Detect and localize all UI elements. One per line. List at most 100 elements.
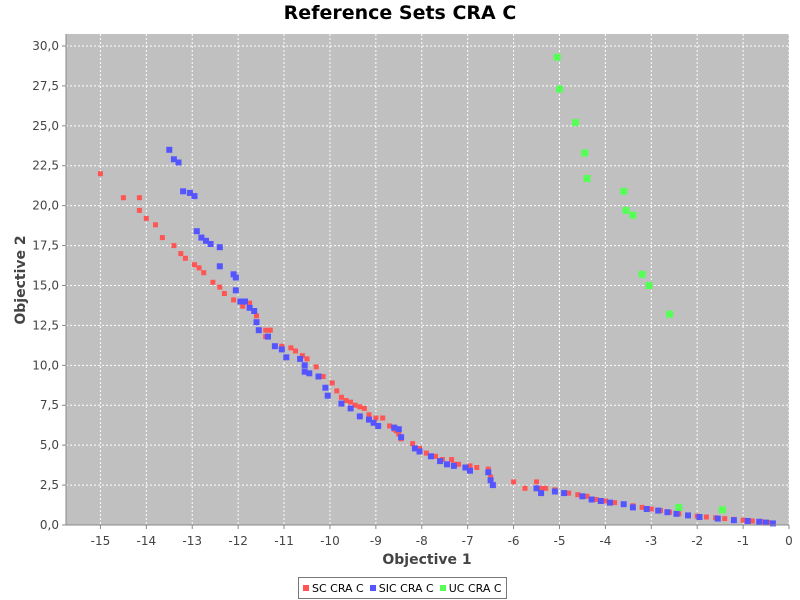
data-point — [299, 353, 305, 359]
data-point — [182, 255, 188, 261]
data-point — [629, 211, 637, 219]
data-point — [196, 265, 202, 271]
x-tick-label: -14 — [137, 534, 157, 548]
data-point — [488, 474, 494, 480]
legend-label: SC CRA C — [312, 581, 364, 595]
x-tick-label: -3 — [645, 534, 657, 548]
x-tick-label: -2 — [691, 534, 703, 548]
data-point — [320, 374, 326, 379]
data-point — [417, 445, 422, 451]
legend-swatch — [369, 585, 376, 591]
data-point — [191, 193, 198, 200]
data-point — [602, 498, 608, 504]
data-point — [255, 327, 262, 334]
data-point — [566, 490, 572, 496]
data-point — [343, 398, 349, 403]
data-point — [744, 518, 751, 524]
data-point — [696, 514, 703, 520]
data-point — [718, 506, 726, 514]
data-point — [278, 346, 285, 353]
data-point — [648, 506, 654, 512]
data-point — [538, 490, 545, 497]
data-point — [511, 479, 517, 485]
series-layer — [97, 53, 776, 527]
legend-swatch — [439, 585, 446, 591]
x-axis-ticks: -15 -14 -13 -12 -11 -10 -9 -8 -7 -6 -5 -4 -3 -2 -1 0 — [91, 525, 793, 548]
data-point — [203, 237, 209, 244]
data-point — [391, 424, 398, 431]
series-uc-cra-c — [553, 53, 726, 514]
data-point — [553, 53, 561, 61]
data-point — [423, 450, 429, 456]
x-tick-label: -11 — [274, 534, 294, 548]
data-point — [583, 175, 591, 182]
data-point — [588, 496, 595, 503]
data-point — [655, 507, 662, 514]
data-point — [489, 482, 496, 489]
y-tick-label: 15,0 — [32, 278, 59, 292]
y-tick-label: 2,5 — [40, 478, 59, 492]
data-point — [334, 388, 340, 394]
data-point — [288, 345, 294, 351]
data-point — [207, 241, 214, 247]
data-point — [198, 234, 205, 241]
data-point — [170, 156, 177, 163]
data-point — [597, 498, 604, 504]
data-point — [253, 319, 260, 326]
data-point — [338, 394, 344, 400]
data-point — [263, 327, 269, 333]
x-tick-label: -12 — [228, 534, 248, 548]
y-axis-title: Objective 2 — [13, 235, 29, 324]
data-point — [237, 298, 244, 305]
data-point — [201, 270, 207, 276]
data-point — [398, 434, 405, 441]
legend-label: UC CRA C — [448, 581, 502, 595]
y-tick-label: 25,0 — [32, 119, 59, 133]
data-point — [322, 384, 329, 391]
y-tick-label: 30,0 — [32, 39, 59, 53]
data-point — [714, 515, 721, 522]
data-point — [216, 244, 223, 251]
data-point — [210, 279, 216, 285]
data-point — [175, 159, 182, 166]
y-tick-label: 17,5 — [32, 239, 59, 253]
data-point — [279, 343, 285, 349]
series-sic-cra-c — [166, 146, 776, 527]
data-point — [304, 356, 310, 362]
data-point — [306, 370, 313, 377]
legend-label: SIC CRA C — [378, 581, 434, 595]
data-point — [474, 465, 480, 470]
x-tick-label: -6 — [508, 534, 520, 548]
data-point — [584, 493, 590, 499]
data-point — [763, 519, 769, 526]
data-point — [769, 520, 776, 527]
data-point — [730, 517, 737, 524]
data-point — [462, 464, 469, 471]
data-point — [313, 364, 319, 370]
data-point — [387, 423, 393, 429]
chart-title: Reference Sets CRA C — [283, 2, 517, 24]
data-point — [297, 355, 304, 362]
data-point — [427, 453, 434, 460]
x-tick-label: -4 — [599, 534, 611, 548]
data-point — [437, 458, 444, 465]
data-point — [449, 457, 455, 462]
data-point — [357, 404, 363, 410]
data-point — [607, 499, 613, 506]
data-point — [620, 501, 627, 508]
data-point — [467, 467, 473, 474]
data-point — [629, 504, 636, 511]
data-point — [396, 431, 402, 437]
data-point — [581, 149, 589, 157]
data-point — [366, 416, 372, 423]
data-point — [485, 469, 492, 476]
data-point — [740, 517, 746, 523]
data-point — [485, 466, 491, 472]
data-point — [120, 195, 126, 201]
data-point — [265, 333, 271, 340]
data-point — [171, 243, 177, 249]
x-tick-label: -7 — [462, 534, 474, 548]
data-point — [324, 392, 331, 399]
data-point — [534, 479, 539, 485]
x-tick-label: -10 — [320, 534, 340, 548]
